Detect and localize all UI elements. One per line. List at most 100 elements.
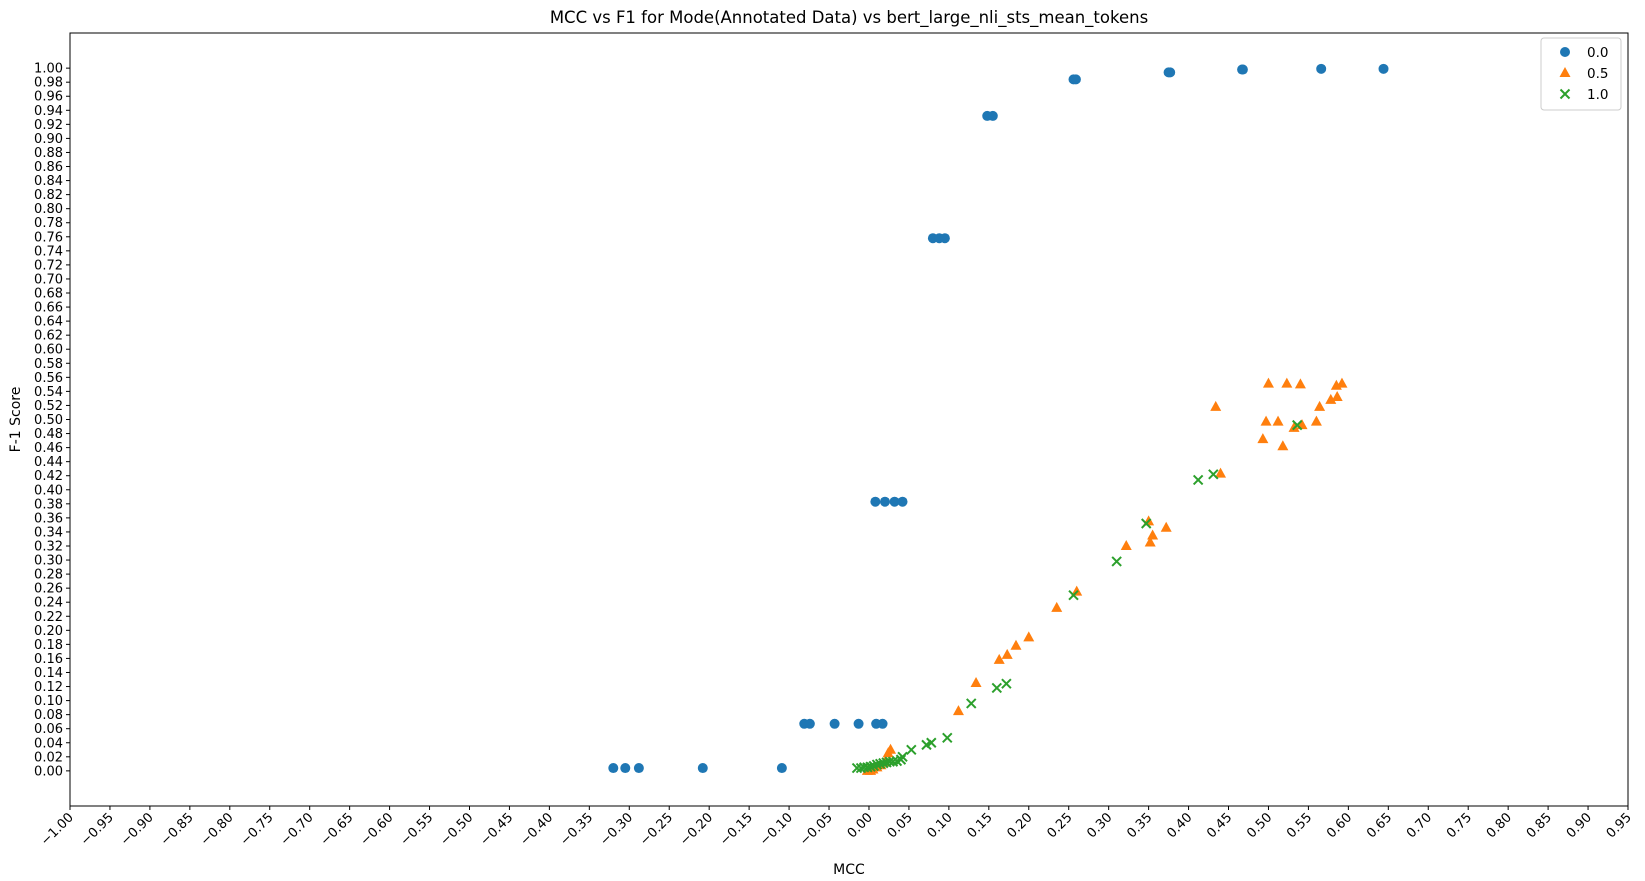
data-point	[877, 718, 888, 729]
y-axis-title: F-1 Score	[8, 387, 24, 453]
y-tick-label: 0.20	[34, 624, 63, 639]
y-tick-label: 0.46	[34, 441, 63, 456]
x-tick-label: −0.20	[677, 810, 716, 849]
y-tick-label: 0.98	[34, 76, 63, 91]
y-tick-label: 0.92	[34, 118, 63, 133]
x-tick-label: 0.80	[1484, 810, 1515, 841]
data-point	[885, 743, 897, 754]
data-point	[897, 496, 908, 507]
data-point	[1314, 400, 1326, 411]
data-point	[970, 677, 982, 688]
data-point	[865, 761, 876, 772]
x-tick-label: 0.50	[1244, 810, 1275, 841]
data-point	[1192, 474, 1204, 486]
legend-marker	[1559, 88, 1571, 100]
x-tick-label: −0.25	[637, 810, 676, 849]
legend-label: 0.5	[1587, 66, 1608, 82]
data-point	[853, 718, 864, 729]
y-tick-label: 0.42	[34, 469, 63, 484]
data-point	[1068, 589, 1079, 601]
x-tick-label: −0.95	[78, 810, 117, 849]
data-point	[1272, 415, 1284, 426]
x-tick-label: −0.10	[757, 810, 796, 849]
y-tick-label: 0.56	[34, 371, 63, 386]
y-tick-label: 0.30	[34, 554, 63, 569]
y-tick-label: 0.60	[34, 343, 63, 358]
data-point	[1001, 648, 1013, 659]
y-tick-label: 0.12	[34, 680, 63, 695]
data-point	[1051, 601, 1063, 612]
x-tick-label: 0.45	[1204, 810, 1235, 841]
data-point	[1147, 529, 1159, 540]
data-point	[879, 496, 890, 507]
y-tick-label: 0.90	[34, 132, 63, 147]
data-point	[1120, 539, 1132, 550]
legend-label: 0.0	[1587, 45, 1608, 61]
x-tick-label: 0.55	[1284, 810, 1315, 841]
y-tick-label: 0.72	[34, 258, 63, 273]
data-point	[1325, 393, 1337, 404]
legend-label: 1.0	[1587, 87, 1608, 103]
data-point	[1310, 415, 1322, 426]
data-point	[889, 496, 900, 507]
x-tick-label: −0.35	[557, 810, 596, 849]
data-point	[608, 763, 619, 774]
data-point	[1141, 518, 1152, 529]
x-tick-label: 0.35	[1124, 810, 1155, 841]
y-tick-label: 0.68	[34, 287, 63, 302]
x-axis-title: MCC	[833, 862, 865, 878]
y-tick-label: 0.44	[34, 455, 63, 470]
data-point	[987, 110, 998, 121]
data-point	[1215, 467, 1227, 478]
x-tick-label: 0.05	[885, 810, 916, 841]
y-tick-label: 0.58	[34, 357, 63, 372]
x-tick-label: 0.30	[1084, 810, 1115, 841]
data-point	[1160, 521, 1172, 532]
x-tick-label: 0.00	[845, 810, 876, 841]
data-point	[829, 718, 840, 729]
y-tick-label: 0.74	[34, 244, 63, 259]
data-point	[942, 732, 953, 744]
plot-frame	[69, 32, 1629, 807]
data-point	[804, 718, 815, 729]
data-point	[1144, 536, 1156, 547]
y-tick-label: 0.38	[34, 497, 63, 512]
data-point	[870, 496, 881, 507]
x-tick-label: −0.90	[118, 810, 157, 849]
data-point	[897, 751, 908, 763]
data-point	[952, 705, 964, 716]
x-tick-label: 0.20	[1005, 810, 1036, 841]
data-point	[993, 653, 1005, 664]
data-point	[1070, 74, 1081, 85]
legend-item: 1.0	[1559, 87, 1608, 103]
y-tick-label: 0.70	[34, 272, 63, 287]
y-tick-label: 0.08	[34, 708, 63, 723]
data-point	[776, 763, 787, 774]
x-tick-label: −0.85	[158, 810, 197, 849]
y-tick-label: 0.78	[34, 216, 63, 231]
y-tick-label: 0.84	[34, 174, 63, 189]
x-tick-label: 0.25	[1044, 810, 1075, 841]
data-point	[633, 763, 644, 774]
data-point	[906, 744, 917, 755]
series-1-0	[851, 419, 1303, 774]
x-tick-label: 0.65	[1364, 810, 1395, 841]
y-tick-label: 0.54	[34, 385, 63, 400]
x-tick-label: 0.90	[1564, 810, 1595, 841]
data-point	[1292, 419, 1303, 431]
chart-title: MCC vs F1 for Mode(Annotated Data) vs be…	[550, 8, 1148, 28]
data-point	[1260, 415, 1272, 426]
data-point	[1208, 469, 1219, 480]
legend-frame	[1540, 37, 1622, 111]
legend: 0.0 0.5 1.0	[1540, 37, 1622, 111]
x-tick-label: −0.50	[438, 810, 477, 849]
y-tick-label: 0.24	[34, 596, 63, 611]
y-tick-label: 0.28	[34, 568, 63, 583]
data-point	[1281, 377, 1293, 388]
data-point	[1277, 440, 1289, 451]
y-tick-label: 0.36	[34, 511, 63, 526]
y-tick-label: 0.26	[34, 582, 63, 597]
data-point	[1294, 378, 1306, 389]
x-tick-label: −0.70	[278, 810, 317, 849]
